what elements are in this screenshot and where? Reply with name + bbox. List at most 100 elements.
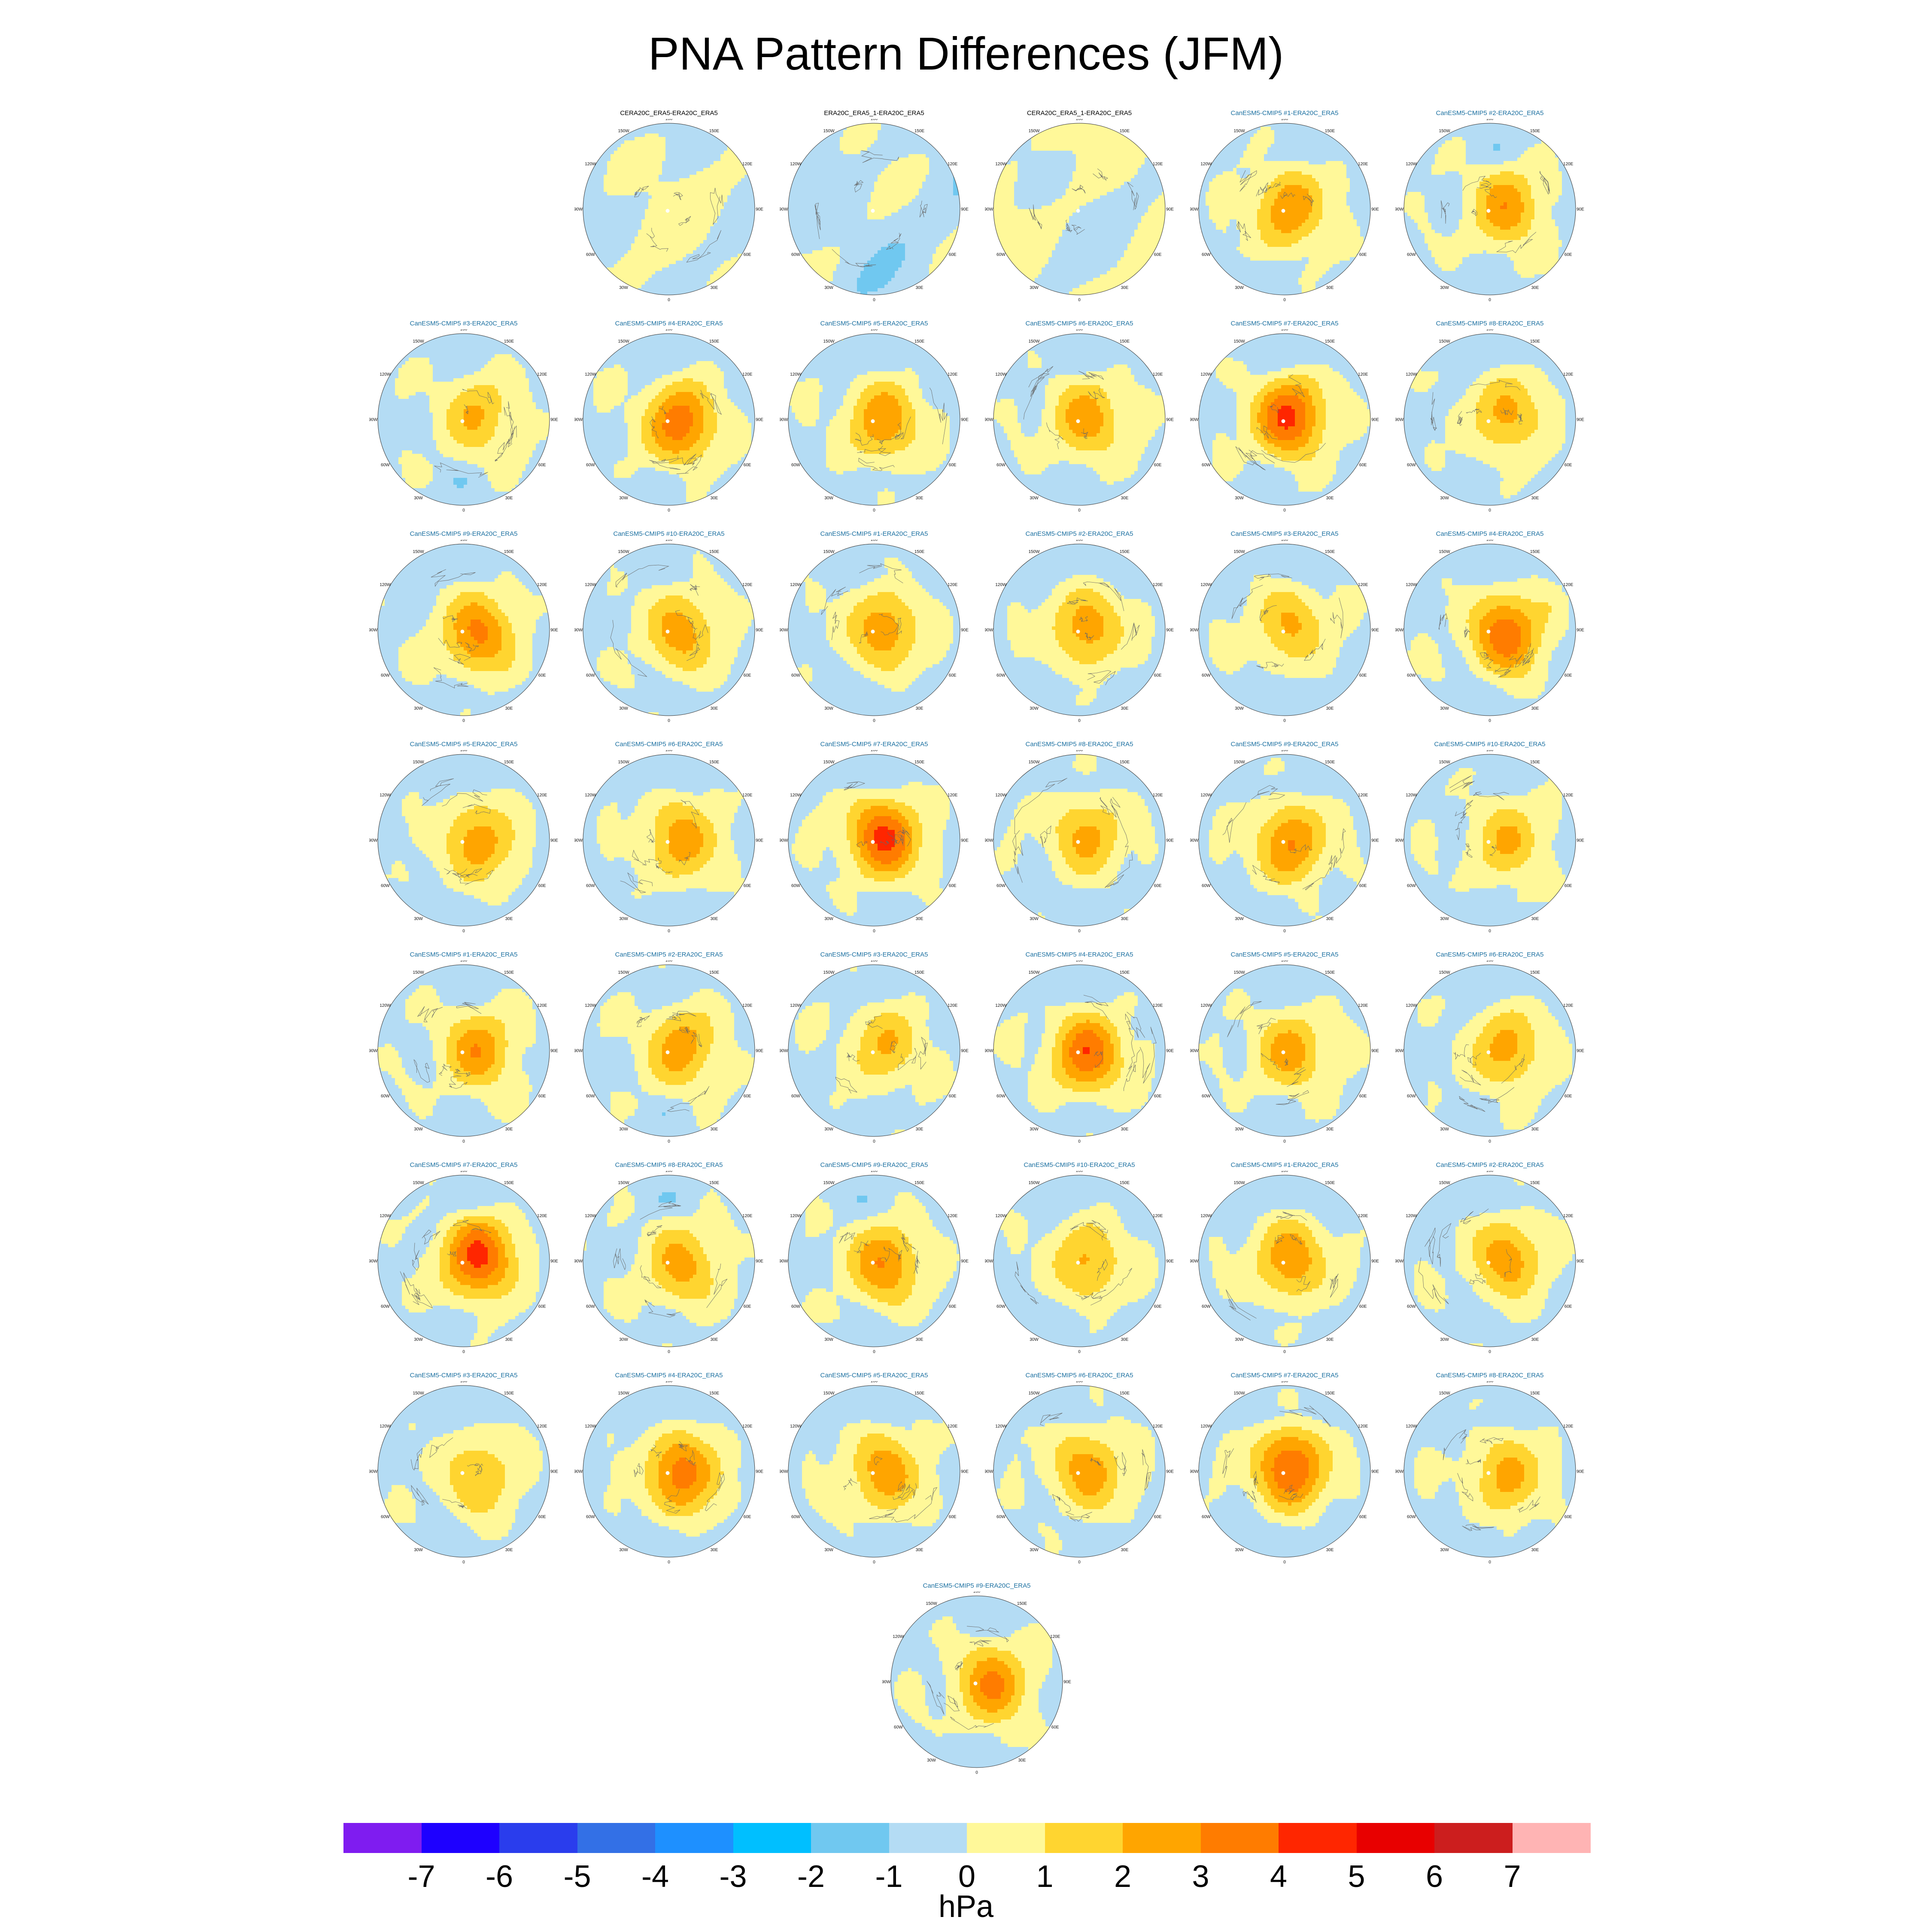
longitude-label: 180 <box>665 119 673 122</box>
longitude-label: 120E <box>1358 1424 1368 1429</box>
colorbar-box <box>1045 1823 1123 1853</box>
pole-marker <box>1487 1261 1491 1265</box>
pole-marker <box>1282 630 1285 634</box>
longitude-label: 150W <box>926 1601 937 1606</box>
pole-marker <box>461 419 465 423</box>
longitude-label: 120W <box>1200 372 1212 377</box>
anomaly-field <box>993 1385 1166 1558</box>
longitude-label: 0 <box>668 1350 670 1355</box>
longitude-label: 60W <box>1202 252 1211 257</box>
longitude-label: 90E <box>1166 1049 1174 1054</box>
longitude-label: 150E <box>709 1391 720 1396</box>
longitude-label: 150W <box>618 339 629 344</box>
longitude-label: 0 <box>1488 1560 1491 1565</box>
longitude-label: 60W <box>586 463 595 468</box>
panel-title: ERA20C_ERA5_1-ERA20C_ERA5 <box>780 109 969 117</box>
longitude-label: 150E <box>1017 1601 1027 1606</box>
longitude-label: 120E <box>1563 1424 1574 1429</box>
longitude-label: 30W <box>619 1127 628 1132</box>
pole-marker <box>1282 209 1285 213</box>
longitude-label: 30E <box>505 706 513 711</box>
longitude-label: 0 <box>462 1560 465 1565</box>
longitude-label: 90E <box>1063 1680 1071 1685</box>
longitude-label: 30W <box>824 706 833 711</box>
longitude-label: 90W <box>985 628 993 633</box>
pole-marker <box>974 1682 978 1686</box>
longitude-label: 30W <box>619 917 628 921</box>
colorbar-box <box>889 1823 967 1853</box>
longitude-label: 30W <box>1030 496 1039 501</box>
colorbar-box <box>422 1823 500 1853</box>
longitude-label: 90W <box>369 1470 378 1474</box>
longitude-label: 90E <box>756 628 763 633</box>
longitude-label: 30E <box>1121 706 1129 711</box>
longitude-label: 180 <box>871 119 878 122</box>
colorbar-box <box>1434 1823 1513 1853</box>
longitude-label: 180 <box>460 960 468 963</box>
longitude-label: 150E <box>1530 1181 1540 1185</box>
longitude-label: 120E <box>537 1424 547 1429</box>
longitude-label: 30W <box>414 1337 423 1342</box>
longitude-label: 60E <box>949 673 957 678</box>
longitude-label: 180 <box>665 329 673 332</box>
anomaly-field <box>583 1385 755 1558</box>
longitude-label: 120W <box>585 1214 596 1218</box>
longitude-label: 30E <box>1326 706 1334 711</box>
longitude-label: 150W <box>1439 1181 1450 1185</box>
longitude-label: 60E <box>1154 1515 1162 1519</box>
longitude-label: 90W <box>780 838 788 843</box>
panel-title: CanESM5-CMIP5 #2-ERA20C_ERA5 <box>1395 109 1584 117</box>
map-panel: CanESM5-CMIP5 #9-ERA20C_ERA5 180 150E 120E 9… <box>780 1161 969 1372</box>
longitude-label: 30E <box>1121 286 1129 290</box>
longitude-label: 150W <box>413 760 424 765</box>
longitude-label: 30E <box>711 1337 718 1342</box>
longitude-label: 30E <box>916 496 923 501</box>
longitude-label: 150E <box>1530 129 1540 134</box>
longitude-label: 120E <box>1050 1634 1060 1639</box>
longitude-label: 120W <box>1200 793 1212 798</box>
longitude-label: 90E <box>1166 207 1174 212</box>
longitude-label: 120W <box>1406 372 1417 377</box>
longitude-label: 60E <box>1359 1304 1367 1309</box>
longitude-label: 60W <box>791 1515 800 1519</box>
colorbar-box <box>811 1823 889 1853</box>
longitude-label: 0 <box>1283 298 1286 303</box>
longitude-label: 90W <box>985 1470 993 1474</box>
longitude-label: 150W <box>823 970 835 975</box>
longitude-label: 150E <box>504 1181 514 1185</box>
anomaly-field <box>1404 754 1576 927</box>
longitude-label: 30E <box>1531 286 1539 290</box>
pole-marker <box>1076 1471 1080 1475</box>
longitude-label: 90W <box>1190 838 1199 843</box>
longitude-label: 120W <box>995 1214 1007 1218</box>
anomaly-field <box>891 1596 1063 1768</box>
longitude-label: 150E <box>914 1181 925 1185</box>
longitude-label: 150E <box>1120 1181 1130 1185</box>
pole-marker <box>666 1471 670 1475</box>
panel-title: CanESM5-CMIP5 #1-ERA20C_ERA5 <box>1190 109 1379 117</box>
longitude-label: 30W <box>414 917 423 921</box>
panel-title: CERA20C_ERA5-ERA20C_ERA5 <box>574 109 763 117</box>
map-panel: CanESM5-CMIP5 #5-ERA20C_ERA5 180 150E 120E 9… <box>369 741 558 951</box>
longitude-label: 120E <box>1358 793 1368 798</box>
longitude-label: 120E <box>742 583 753 587</box>
anomaly-field <box>788 544 960 716</box>
longitude-label: 120E <box>1563 1214 1574 1218</box>
map-panel: CanESM5-CMIP5 #2-ERA20C_ERA5 180 150E 120E 9… <box>574 951 763 1161</box>
panel-title: CanESM5-CMIP5 #5-ERA20C_ERA5 <box>1190 951 1379 958</box>
longitude-label: 30W <box>1440 286 1449 290</box>
longitude-label: 30W <box>619 1337 628 1342</box>
longitude-label: 120E <box>948 1003 958 1008</box>
longitude-label: 180 <box>1486 119 1494 122</box>
panel-title: CanESM5-CMIP5 #10-ERA20C_ERA5 <box>574 530 763 538</box>
longitude-label: 60E <box>949 884 957 888</box>
pole-marker <box>1076 1261 1080 1265</box>
longitude-label: 90E <box>550 838 558 843</box>
longitude-label: 120W <box>995 583 1007 587</box>
longitude-label: 60E <box>949 463 957 468</box>
